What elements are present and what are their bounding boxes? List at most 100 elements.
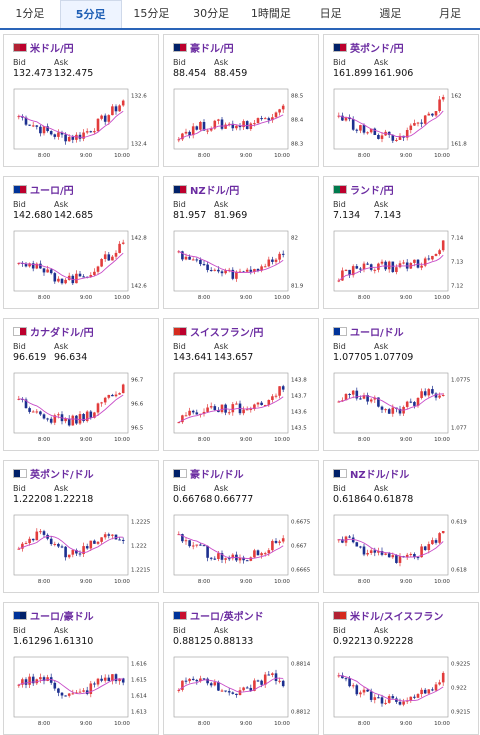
mini-candlestick-chart[interactable]: 1.2225 1.222 1.2215 8:00 9:00 10:00 xyxy=(4,513,160,593)
candle-body xyxy=(75,134,78,140)
candle-body xyxy=(245,409,249,411)
candle-body xyxy=(75,550,78,554)
candle-body xyxy=(384,553,387,555)
currency-flag-icon xyxy=(13,43,27,52)
tab-0[interactable]: 1分足 xyxy=(15,7,45,20)
candle-body xyxy=(227,123,231,125)
x-time-label: 9:00 xyxy=(240,721,253,727)
mini-candlestick-chart[interactable]: 1.616 1.615 1.614 1.613 8:00 9:00 10:00 xyxy=(4,655,160,735)
bid-value: 1.22208 xyxy=(13,494,53,505)
mini-candlestick-chart[interactable]: 0.8814 0.8812 8:00 9:00 10:00 xyxy=(164,655,320,735)
candle-body xyxy=(121,539,125,541)
rate-card[interactable]: 英ポンド/円 Bid Ask 161.899 161.906 162 161.8 8:00 9:… xyxy=(323,34,479,167)
pair-name-link[interactable]: 米ドル/スイスフラン xyxy=(350,612,444,623)
mini-candlestick-chart[interactable]: 7.14 7.13 7.12 8:00 9:00 10:00 xyxy=(324,229,480,309)
mini-candlestick-chart[interactable]: 0.9225 0.922 0.9215 8:00 9:00 10:00 xyxy=(324,655,480,735)
pair-name-link[interactable]: スイスフラン/円 xyxy=(190,328,264,339)
rate-card[interactable]: 英ポンド/ドル Bid Ask 1.22208 1.22218 1.2225 1.222 1.… xyxy=(3,460,159,593)
mini-candlestick-chart[interactable]: 143.8 143.7 143.6 143.5 8:00 9:00 10:00 xyxy=(164,371,320,451)
candle-body xyxy=(220,404,224,413)
candle-body xyxy=(64,546,67,558)
rate-card[interactable]: カナダドル/円 Bid Ask 96.619 96.634 96.7 96.6 96.5 8:0… xyxy=(3,318,159,451)
rate-card[interactable]: ユーロ/豪ドル Bid Ask 1.61296 1.61310 1.616 1.615 1.6… xyxy=(3,602,159,735)
x-time-label: 10:00 xyxy=(114,295,130,301)
tab-1[interactable]: 5分足 xyxy=(59,0,122,28)
pair-name-link[interactable]: ユーロ/ドル xyxy=(350,328,404,339)
rate-card[interactable]: ユーロ/円 Bid Ask 142.680 142.685 142.8 142.6 8:00 9… xyxy=(3,176,159,309)
rate-card[interactable]: 米ドル/スイスフラン Bid Ask 0.92213 0.92228 0.9225 0.92… xyxy=(323,602,479,735)
tab-6[interactable]: 週足 xyxy=(379,7,402,20)
rate-card[interactable]: ユーロ/ドル Bid Ask 1.07705 1.07709 1.0775 1.077 8:0… xyxy=(323,318,479,451)
pair-name-link[interactable]: ランド/円 xyxy=(350,186,394,197)
candle-body xyxy=(202,678,206,680)
plot-frame xyxy=(13,514,129,576)
pair-name-link[interactable]: 米ドル/円 xyxy=(30,44,74,55)
candle-body xyxy=(39,263,42,269)
pair-name-link[interactable]: ユーロ/豪ドル xyxy=(30,612,94,623)
tab-3[interactable]: 30分足 xyxy=(193,7,230,20)
rate-card[interactable]: ユーロ/英ポンド Bid Ask 0.88125 0.88133 0.8814 0.8812… xyxy=(163,602,319,735)
candle-body xyxy=(387,131,391,135)
candle-body xyxy=(188,256,191,260)
plot-frame xyxy=(173,230,289,292)
candle-body xyxy=(199,259,202,265)
rate-card[interactable]: NZドル/ドル Bid Ask 0.61864 0.61878 0.619 0.618 8:0… xyxy=(323,460,479,593)
candle-body xyxy=(231,404,235,413)
candle-body xyxy=(348,117,351,120)
tab-7[interactable]: 月足 xyxy=(439,7,462,20)
ask-label: Ask xyxy=(374,626,389,635)
currency-flag-icon xyxy=(173,327,187,336)
bid-label: Bid xyxy=(173,58,186,67)
candle-body xyxy=(78,691,82,693)
candle-body xyxy=(67,554,71,558)
candle-body xyxy=(441,96,445,100)
candle-body xyxy=(427,113,431,116)
tab-5[interactable]: 日足 xyxy=(319,7,342,20)
mini-candlestick-chart[interactable]: 142.8 142.6 8:00 9:00 10:00 xyxy=(4,229,160,309)
candle-body xyxy=(395,267,398,273)
candle-body xyxy=(93,131,96,133)
tab-4[interactable]: 1時間足 xyxy=(250,7,291,20)
rate-card[interactable]: 豪ドル/円 Bid Ask 88.454 88.459 88.5 88.4 88.3 8:00 9… xyxy=(163,34,319,167)
mini-candlestick-chart[interactable]: 0.6675 0.667 0.6665 8:00 9:00 10:00 xyxy=(164,513,320,593)
x-time-label: 9:00 xyxy=(80,295,93,301)
candle-body xyxy=(267,118,271,121)
pair-name-link[interactable]: 英ポンド/円 xyxy=(350,44,404,55)
mini-candlestick-chart[interactable]: 88.5 88.4 88.3 8:00 9:00 10:00 xyxy=(164,87,320,167)
rate-card[interactable]: スイスフラン/円 Bid Ask 143.641 143.657 143.8 143.7 14… xyxy=(163,318,319,451)
rate-card[interactable]: NZドル/円 Bid Ask 81.957 81.969 82 81.9 8:00 9:00 10… xyxy=(163,176,319,309)
pair-name-link[interactable]: 英ポンド/ドル xyxy=(30,470,94,481)
candle-body xyxy=(31,263,35,269)
pair-name-link[interactable]: 豪ドル/円 xyxy=(190,44,234,55)
rate-card[interactable]: 豪ドル/ドル Bid Ask 0.66768 0.66777 0.6675 0.667 0.6… xyxy=(163,460,319,593)
pair-name-link[interactable]: NZドル/ドル xyxy=(350,470,410,481)
candle-body xyxy=(46,677,49,681)
candle-body xyxy=(107,677,111,682)
mini-candlestick-chart[interactable]: 0.619 0.618 8:00 9:00 10:00 xyxy=(324,513,480,593)
bid-value: 1.61296 xyxy=(13,636,53,647)
rate-card[interactable]: 米ドル/円 Bid Ask 132.473 132.475 132.6 132.4 8:00 9… xyxy=(3,34,159,167)
mini-candlestick-chart[interactable]: 96.7 96.6 96.5 8:00 9:00 10:00 xyxy=(4,371,160,451)
y-tick-label: 96.6 xyxy=(131,402,144,408)
candle-body xyxy=(191,545,195,547)
candle-body xyxy=(17,548,21,550)
candle-body xyxy=(220,690,224,692)
pair-name-link[interactable]: ユーロ/円 xyxy=(30,186,74,197)
candle-body xyxy=(114,674,118,682)
mini-candlestick-chart[interactable]: 1.0775 1.077 8:00 9:00 10:00 xyxy=(324,371,480,451)
y-tick-label: 132.4 xyxy=(131,142,147,148)
y-tick-label: 142.6 xyxy=(131,284,147,290)
mini-candlestick-chart[interactable]: 162 161.8 8:00 9:00 10:00 xyxy=(324,87,480,167)
mini-candlestick-chart[interactable]: 82 81.9 8:00 9:00 10:00 xyxy=(164,229,320,309)
pair-name-link[interactable]: カナダドル/円 xyxy=(30,328,94,339)
tab-2[interactable]: 15分足 xyxy=(133,7,170,20)
mini-candlestick-chart[interactable]: 132.6 132.4 8:00 9:00 10:00 xyxy=(4,87,160,167)
candle-body xyxy=(395,139,398,141)
pair-name-link[interactable]: 豪ドル/ドル xyxy=(190,470,244,481)
pair-name-link[interactable]: ユーロ/英ポンド xyxy=(190,612,264,623)
candle-body xyxy=(96,266,100,272)
rate-card[interactable]: ランド/円 Bid Ask 7.134 7.143 7.14 7.13 7.12 8:00 9:0… xyxy=(323,176,479,309)
candle-body xyxy=(274,112,278,118)
pair-name-link[interactable]: NZドル/円 xyxy=(190,186,240,197)
x-time-label: 10:00 xyxy=(434,437,450,443)
